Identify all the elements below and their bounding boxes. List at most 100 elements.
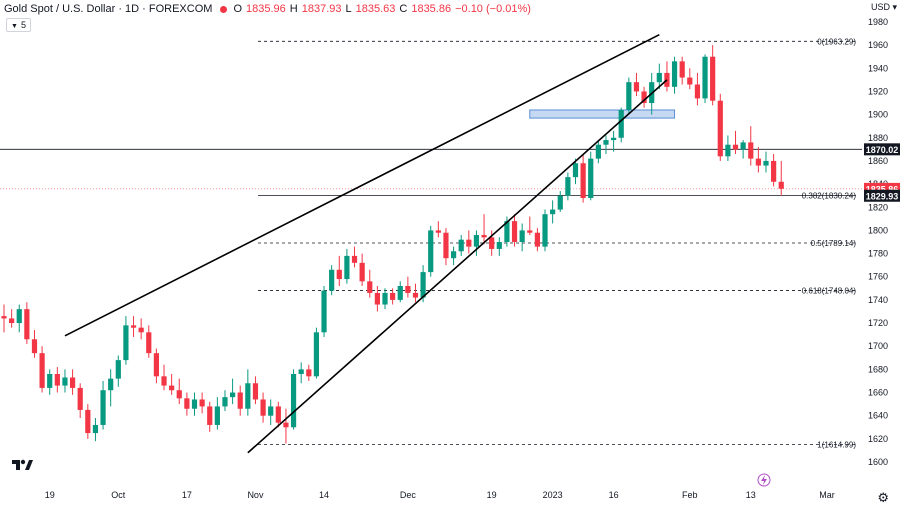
candle-body (450, 251, 457, 259)
candle-body (565, 177, 571, 196)
candle-body (527, 230, 533, 233)
candle-body (725, 144, 731, 157)
candle-body (9, 318, 15, 324)
candle-body (69, 377, 76, 388)
price-badge (864, 189, 900, 202)
fibonacci-retracement[interactable]: 0(1963.29) 0.382(1830.24) 0.5(1789.14) 0.61… (258, 37, 856, 450)
price-tick-label: 1920 (868, 86, 888, 96)
fib-level-label: 0(1963.29) (817, 37, 856, 46)
candle-body (176, 390, 182, 399)
candle-body (298, 369, 304, 375)
candle-body (390, 292, 396, 300)
candle-body (580, 163, 586, 198)
candle-body (359, 262, 365, 282)
candle-body (146, 332, 152, 354)
candle-body (572, 163, 579, 178)
symbol-title[interactable]: Gold Spot / U.S. Dollar · 1D · FOREXCOM (4, 3, 213, 15)
candle-body (420, 272, 426, 298)
candle-body (489, 237, 495, 249)
price-badge-label: 1870.02 (866, 145, 899, 155)
candle-body (664, 72, 670, 87)
candle-body (763, 160, 769, 166)
support-zone[interactable] (529, 109, 676, 119)
candle-body (641, 91, 647, 104)
candle-body (717, 100, 723, 157)
event-flag-icon[interactable] (757, 473, 771, 487)
candle-body (710, 56, 716, 101)
time-axis[interactable]: 19 Oct 17 Nov 14 Dec 19 2023 16 Feb 13 Mar (45, 490, 835, 500)
candle-body (588, 158, 594, 198)
candle-body (108, 378, 114, 391)
price-axis[interactable]: 1600 1620 1640 1660 1680 1700 1720 1740 1760 1780… (864, 17, 900, 467)
tradingview-logo-icon[interactable] (8, 453, 36, 475)
indicators-toggle-button[interactable]: ▼ 5 (6, 18, 31, 32)
candle-body (169, 385, 175, 391)
gear-icon[interactable]: ⚙ (877, 490, 889, 505)
candle-body (702, 56, 708, 99)
candle-body (85, 409, 91, 434)
candle-body (458, 239, 464, 252)
candle-body (268, 406, 274, 416)
candle-body (511, 221, 518, 242)
candle-body (504, 221, 510, 242)
candle-body (557, 195, 563, 210)
candle-body (222, 397, 228, 407)
candle-body (24, 309, 30, 340)
time-tick-label: Mar (819, 490, 835, 500)
price-tick-label: 1800 (868, 225, 888, 235)
candle-body (351, 255, 358, 263)
candle-body (626, 82, 632, 110)
close-label: C (399, 3, 408, 15)
price-tick-label: 1940 (868, 63, 888, 73)
candle-body (77, 387, 83, 410)
candle-body (618, 109, 624, 138)
candle-body (130, 325, 137, 328)
time-tick-label: Nov (247, 490, 264, 500)
candle-body (603, 140, 609, 145)
candle-body (252, 383, 259, 400)
candle-body (230, 392, 236, 398)
candle-body (771, 160, 777, 182)
currency-selector[interactable]: USD ▾ (870, 2, 897, 12)
candle-body (671, 61, 678, 87)
indicators-count: 5 (20, 20, 26, 30)
open-label: O (233, 3, 242, 15)
price-badge-label: 1829.93 (866, 191, 899, 201)
wedge-trendlines[interactable] (64, 33, 668, 454)
price-tick-label: 1860 (868, 156, 888, 166)
candle-body (191, 399, 198, 409)
candle-body (214, 406, 220, 425)
candle-body (405, 285, 411, 293)
candle-body (633, 82, 640, 92)
time-tick-label: 13 (746, 490, 756, 500)
symbol-legend: Gold Spot / U.S. Dollar · 1D · FOREXCOM … (4, 3, 531, 15)
candle-body (481, 235, 487, 238)
zone-rectangle[interactable] (529, 109, 676, 119)
change-value: −0.10 (−0.01%) (455, 3, 531, 15)
price-tick-label: 1700 (868, 341, 888, 351)
candle-body (428, 230, 434, 273)
price-tick-label: 1880 (868, 133, 888, 143)
candle-body (755, 158, 761, 166)
candle-body (237, 392, 243, 409)
candle-body (54, 374, 60, 386)
time-tick-label: Oct (111, 490, 126, 500)
high-value: 1837.93 (301, 3, 342, 15)
time-tick-label: Dec (400, 490, 417, 500)
candle-body (290, 374, 297, 428)
trendline-lower[interactable] (247, 79, 668, 454)
candle-body (519, 230, 525, 242)
trendline-upper[interactable] (64, 33, 660, 337)
candle-body (687, 77, 693, 85)
candle-body (39, 353, 45, 388)
time-tick-label: 14 (319, 490, 329, 500)
candle-body (321, 290, 327, 333)
candle-body (382, 292, 388, 305)
candle-body (313, 332, 320, 377)
candle-body (679, 61, 685, 78)
candle-body (62, 377, 68, 386)
candle-body (47, 374, 53, 388)
candle-body (344, 255, 350, 280)
candle-body (496, 241, 502, 249)
